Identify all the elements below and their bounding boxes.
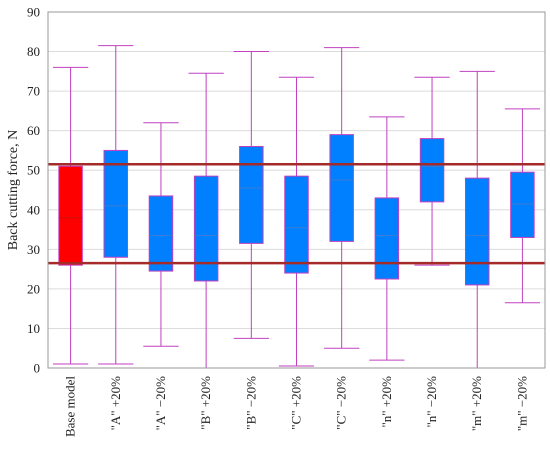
x-category-label: "C" −20% (334, 376, 349, 430)
x-category-label: "n" +20% (379, 376, 394, 428)
plot-frame (47, 11, 546, 369)
box-rect (58, 165, 83, 266)
box-group (188, 72, 224, 369)
box-group (504, 108, 541, 304)
box-group (324, 47, 360, 349)
box-rect (103, 149, 129, 258)
box-rect (464, 177, 490, 286)
y-tick-label: 40 (27, 202, 40, 217)
box-group (143, 122, 179, 347)
x-category-label: "m" +20% (469, 376, 484, 431)
x-category-label: "A" −20% (153, 376, 168, 431)
y-tick-label: 70 (27, 84, 40, 99)
box-group (369, 116, 405, 361)
y-tick-label: 0 (34, 361, 41, 376)
box-rect (148, 195, 174, 272)
x-category-label: "B" −20% (243, 376, 258, 430)
x-category-labels: Base model "A" +20% "A" −20% "B" +20% "B" −2… (63, 376, 530, 437)
box-group (52, 66, 89, 365)
y-tick-label: 30 (27, 242, 40, 257)
y-tick-label: 80 (27, 44, 40, 59)
box-rect (329, 134, 354, 242)
box-group (459, 70, 495, 369)
y-tick-label: 60 (27, 123, 40, 138)
y-tick-label: 20 (27, 281, 40, 296)
y-tick-label: 10 (27, 321, 40, 336)
box-rect (193, 175, 219, 282)
box-group (233, 51, 269, 339)
boxes-layer (48, 45, 545, 369)
x-category-label: "B" +20% (198, 376, 213, 430)
box-rect (419, 138, 445, 203)
box-group (278, 76, 315, 367)
x-category-label: "m" −20% (514, 376, 529, 431)
y-tick-label: 90 (27, 5, 40, 20)
x-category-label: Base model (63, 376, 78, 437)
y-axis-title: Back cutting force, N (6, 130, 21, 251)
x-category-label: "A" +20% (108, 376, 123, 431)
x-category-label: "n" −20% (424, 376, 439, 428)
y-tick-label: 50 (27, 163, 40, 178)
x-category-label: "C" +20% (289, 376, 304, 430)
box-rect (284, 175, 309, 274)
box-rect (239, 145, 264, 244)
box-group (414, 76, 450, 266)
y-tick-labels: 0 10 20 30 40 50 60 70 80 90 (27, 5, 40, 376)
box-rect (510, 171, 535, 238)
box-rect (374, 197, 400, 280)
box-group (98, 45, 134, 365)
